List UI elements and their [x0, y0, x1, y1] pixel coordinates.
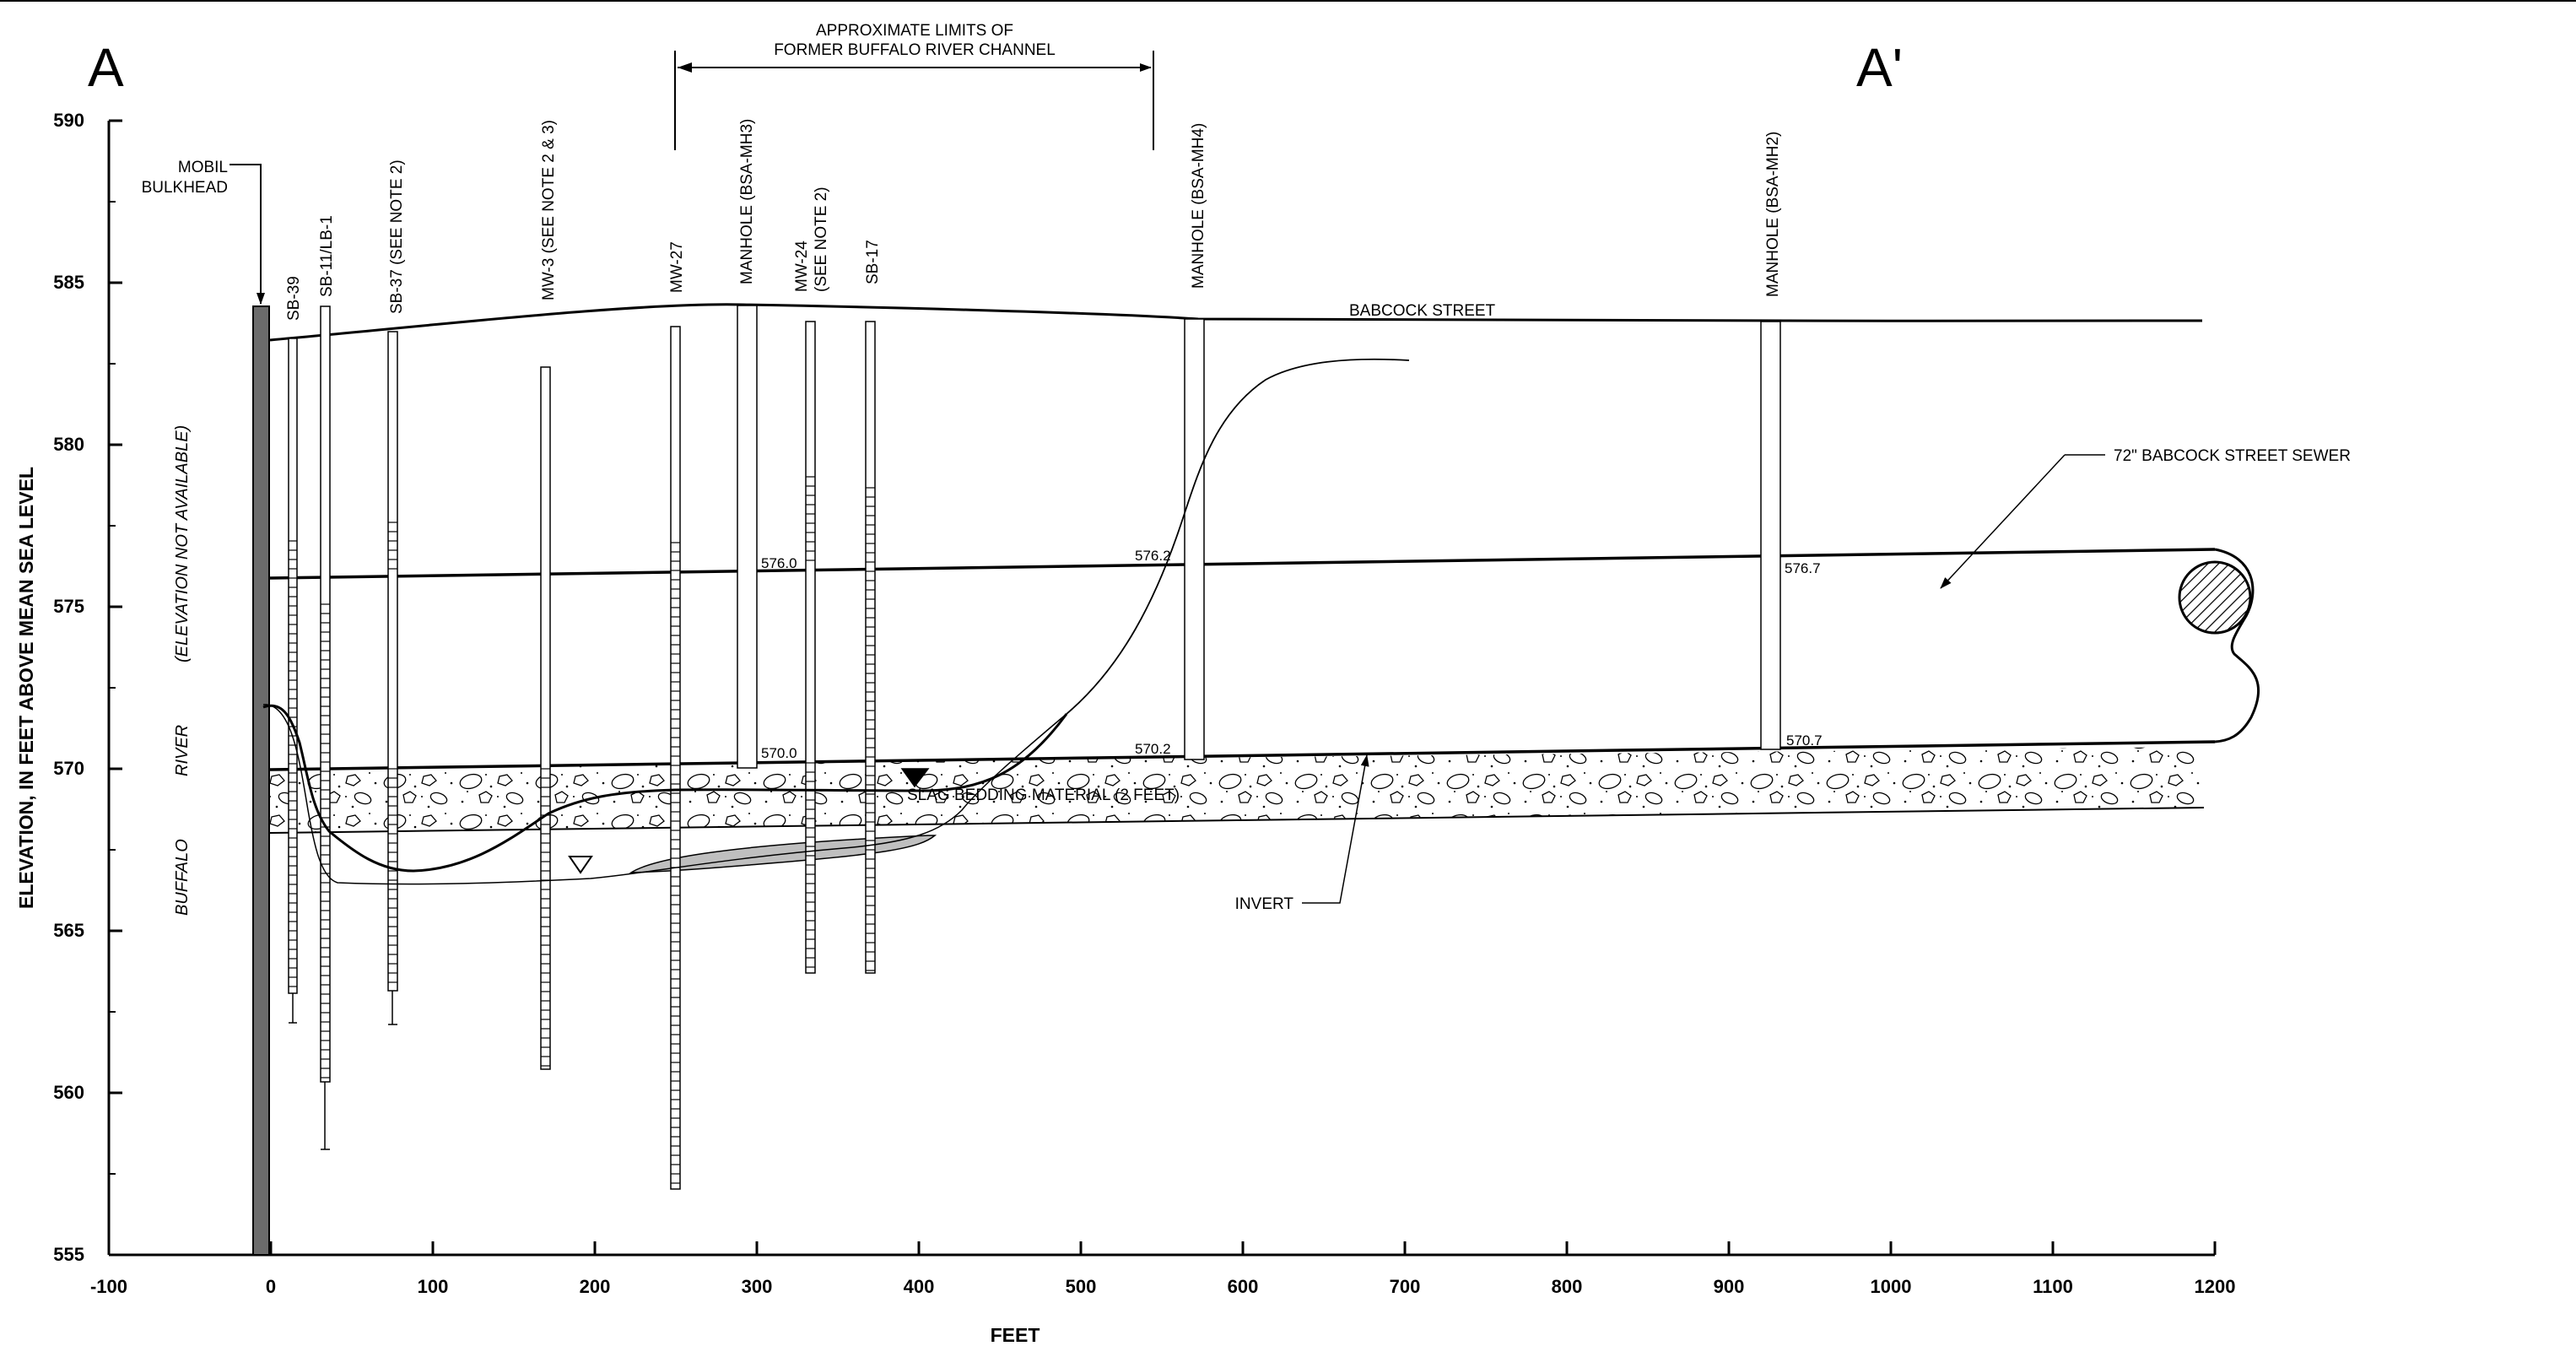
sewer-label-arrow [1940, 454, 2066, 589]
boring-sb11 [320, 305, 331, 1150]
manhole-mh2 [1760, 321, 1781, 750]
ground-surface-line [269, 303, 2203, 342]
x-tick-label: 400 [904, 1276, 935, 1297]
crown-elevation-label: 576.7 [1785, 560, 1821, 576]
boring-label-mw24-note: (SEE NOTE 2) [813, 186, 830, 292]
boring-mw24 [805, 321, 816, 974]
x-tick-label: 900 [1714, 1276, 1745, 1297]
x-tick-label: 500 [1066, 1276, 1097, 1297]
y-tick-label: 570 [53, 758, 84, 779]
boring-label-mw3: MW-3 (SEE NOTE 2 & 3) [540, 120, 558, 300]
sewer-pipe-end [2214, 548, 2260, 743]
invert-label: INVERT [1235, 895, 1294, 913]
buffalo-river-label: BUFFALO [173, 839, 192, 916]
x-axis: -100 0 100 200 300 400 500 600 700 800 9… [90, 1241, 2236, 1346]
street-label: BABCOCK STREET [1349, 302, 1496, 320]
x-axis-title: FEET [991, 1324, 1040, 1346]
x-tick-label: 1100 [2033, 1276, 2073, 1297]
y-axis: 555 560 565 570 575 580 585 590 ELEVATIO… [15, 110, 122, 1265]
boring-label-mw24: MW-24 [793, 241, 811, 292]
channel-limit-label-line2: FORMER BUFFALO RIVER CHANNEL [774, 41, 1056, 59]
boring-label-mw27: MW-27 [668, 241, 686, 293]
manhole-label-mh3: MANHOLE (BSA-MH3) [738, 119, 756, 284]
invert-elevation-label: 570.2 [1135, 741, 1171, 757]
y-tick-label: 555 [53, 1244, 84, 1265]
boring-label-sb37: SB-37 (SEE NOTE 2) [388, 159, 406, 314]
river-label: RIVER [173, 725, 192, 776]
crown-elevation-label: 576.0 [761, 555, 797, 571]
mobil-bulkhead [252, 305, 270, 1256]
boring-mw3 [540, 366, 551, 1070]
channel-arrow-left [678, 62, 692, 73]
y-tick-label: 585 [53, 272, 84, 293]
x-tick-label: 100 [418, 1276, 449, 1297]
sewer-invert-line [269, 740, 2216, 771]
bulkhead-label-line2: BULKHEAD [142, 179, 228, 197]
manhole-label-mh2: MANHOLE (BSA-MH2) [1764, 132, 1782, 297]
invert-leader [1302, 754, 1369, 904]
sewer-pipe-section [2178, 560, 2252, 635]
boring-label-sb39: SB-39 [285, 276, 303, 321]
bulkhead-leader [230, 164, 265, 305]
channel-limit-label-line1: APPROXIMATE LIMITS OF [816, 22, 1013, 40]
water-level-curve [262, 704, 1068, 873]
y-tick-label: 590 [53, 110, 84, 131]
x-tick-label: 800 [1552, 1276, 1583, 1297]
former-channel-profile [1066, 358, 1410, 715]
boring-sb17 [865, 321, 876, 974]
y-tick-label: 580 [53, 434, 84, 455]
invert-elevation-label: 570.0 [761, 745, 797, 761]
sewer-label: 72" BABCOCK STREET SEWER [2114, 447, 2351, 465]
manhole-mh4 [1184, 318, 1205, 760]
x-tick-label: 1200 [2195, 1276, 2236, 1297]
x-tick-label: -100 [90, 1276, 127, 1297]
x-tick-label: 700 [1390, 1276, 1421, 1297]
lower-contact-curve [262, 704, 1067, 885]
x-tick-label: 0 [266, 1276, 276, 1297]
x-tick-label: 200 [580, 1276, 611, 1297]
x-ticks [107, 1241, 2217, 1255]
section-mark-start: A [88, 37, 124, 98]
boring-mw27 [670, 326, 681, 1190]
slag-label: SLAG BEDDING MATERIAL (2 FEET) [907, 787, 1180, 804]
x-tick-label: 1000 [1871, 1276, 1912, 1297]
x-tick-label: 300 [742, 1276, 773, 1297]
water-table-symbol-filled [900, 768, 930, 788]
section-mark-end: A' [1856, 37, 1903, 98]
boring-sb37 [387, 331, 398, 1025]
boring-label-sb17: SB-17 [864, 240, 882, 284]
manhole-mh3 [737, 305, 758, 769]
boring-label-sb11: SB-11/LB-1 [318, 215, 336, 297]
y-tick-label: 575 [53, 596, 84, 617]
y-ticks [109, 119, 122, 1175]
y-tick-label: 560 [53, 1082, 84, 1103]
invert-elevation-label: 570.7 [1786, 732, 1823, 749]
sewer-crown-line [269, 548, 2216, 580]
y-axis-title: ELEVATION, IN FEET ABOVE MEAN SEA LEVEL [15, 467, 37, 909]
y-tick-label: 565 [53, 920, 84, 941]
elevation-note-label: (ELEVATION NOT AVAILABLE) [173, 425, 192, 662]
manhole-label-mh4: MANHOLE (BSA-MH4) [1190, 123, 1207, 289]
crown-elevation-label: 576.2 [1135, 548, 1171, 564]
water-table-symbol-open [568, 856, 593, 874]
slag-bottom-line [269, 807, 2205, 834]
boring-sb39 [288, 338, 298, 1024]
screen-intervals [289, 476, 875, 1184]
bulkhead-label-line1: MOBIL [178, 159, 228, 176]
x-tick-label: 600 [1228, 1276, 1259, 1297]
